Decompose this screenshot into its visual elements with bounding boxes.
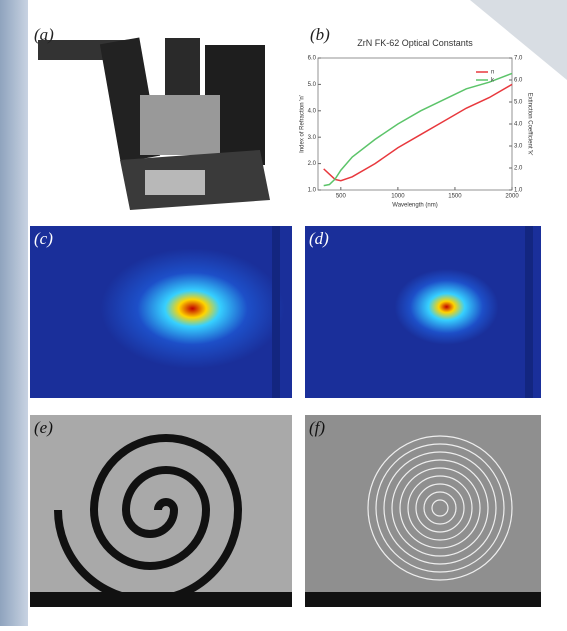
y2-tick-label: 5.0	[514, 100, 523, 106]
data-line	[324, 73, 512, 185]
x-axis-label: Wavelength (nm)	[392, 203, 437, 209]
plot-frame	[318, 58, 512, 190]
y-tick-label: 6.0	[308, 56, 317, 62]
y-tick-label: 5.0	[308, 82, 317, 88]
chart-title: ZrN FK-62 Optical Constants	[357, 38, 473, 48]
legend-label: n	[491, 70, 494, 76]
y-tick-label: 3.0	[308, 135, 317, 141]
page-curl	[470, 0, 567, 80]
panel-label: (c)	[34, 229, 53, 248]
panel-label: (e)	[34, 418, 53, 437]
photo-a	[30, 22, 292, 218]
panel-label: (d)	[309, 229, 329, 248]
y2-tick-label: 4.0	[514, 122, 523, 128]
x-tick-label: 1000	[391, 194, 405, 200]
y-axis-label: Index of Refraction 'n'	[300, 95, 306, 153]
y2-tick-label: 1.0	[514, 188, 523, 194]
y2-tick-label: 7.0	[514, 56, 523, 62]
y-tick-label: 1.0	[308, 188, 317, 194]
y-tick-label: 4.0	[308, 108, 317, 114]
y2-tick-label: 6.0	[514, 78, 523, 84]
side-strip	[0, 0, 28, 626]
panel-label: (f)	[309, 418, 325, 437]
field-map-c	[30, 226, 292, 398]
panel-label: (a)	[34, 25, 54, 44]
y-tick-label: 2.0	[308, 161, 317, 167]
panel-label: (b)	[310, 25, 330, 44]
y2-tick-label: 2.0	[514, 166, 523, 172]
field-edge	[272, 226, 280, 398]
page: (a) (b) (c) (d) (e) (f) ZrN FK-62 Optical Con…	[0, 0, 567, 626]
figure: (a) (b) (c) (d) (e) (f) ZrN FK-62 Optical Con…	[0, 0, 567, 626]
y2-axis-label: Extinction Coefficient 'k'	[526, 93, 532, 156]
field-edge	[525, 226, 533, 398]
sem-e	[30, 415, 292, 607]
x-tick-label: 2000	[505, 194, 519, 200]
field-map-d	[305, 226, 541, 398]
y2-tick-label: 3.0	[514, 144, 523, 150]
data-line	[324, 84, 512, 180]
x-tick-label: 500	[336, 194, 347, 200]
x-tick-label: 1500	[448, 194, 462, 200]
sem-f	[305, 415, 541, 607]
